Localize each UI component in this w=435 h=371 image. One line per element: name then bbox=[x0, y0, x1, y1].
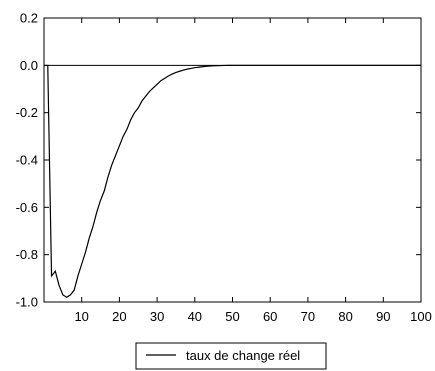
y-tick-label: 0.0 bbox=[20, 58, 38, 73]
legend-label: taux de change réel bbox=[186, 348, 300, 363]
x-tick-label: 30 bbox=[150, 309, 164, 324]
x-tick-label: 100 bbox=[410, 309, 432, 324]
legend: taux de change réel bbox=[135, 342, 327, 370]
x-axis-ticks: 10 20 30 40 50 60 70 80 90 100 bbox=[74, 18, 432, 324]
series-line-taux-de-change-reel bbox=[47, 64, 421, 298]
x-tick-label: 70 bbox=[301, 309, 315, 324]
x-tick-label: 10 bbox=[74, 309, 88, 324]
y-axis-ticks: 0.2 0.0 -0.2 -0.4 -0.6 -0.8 -1.0 bbox=[16, 11, 421, 310]
y-tick-label: -1.0 bbox=[16, 295, 38, 310]
y-tick-label: -0.8 bbox=[16, 247, 38, 262]
x-tick-label: 50 bbox=[225, 309, 239, 324]
x-tick-label: 20 bbox=[112, 309, 126, 324]
plot-area-frame bbox=[43, 17, 422, 303]
legend-box bbox=[135, 342, 327, 370]
y-tick-label: -0.4 bbox=[16, 153, 38, 168]
x-tick-label: 90 bbox=[376, 309, 390, 324]
x-tick-label: 40 bbox=[188, 309, 202, 324]
y-tick-label: -0.6 bbox=[16, 200, 38, 215]
x-tick-label: 60 bbox=[263, 309, 277, 324]
y-tick-label: -0.2 bbox=[16, 105, 38, 120]
x-tick-label: 80 bbox=[338, 309, 352, 324]
y-tick-label: 0.2 bbox=[20, 11, 38, 26]
